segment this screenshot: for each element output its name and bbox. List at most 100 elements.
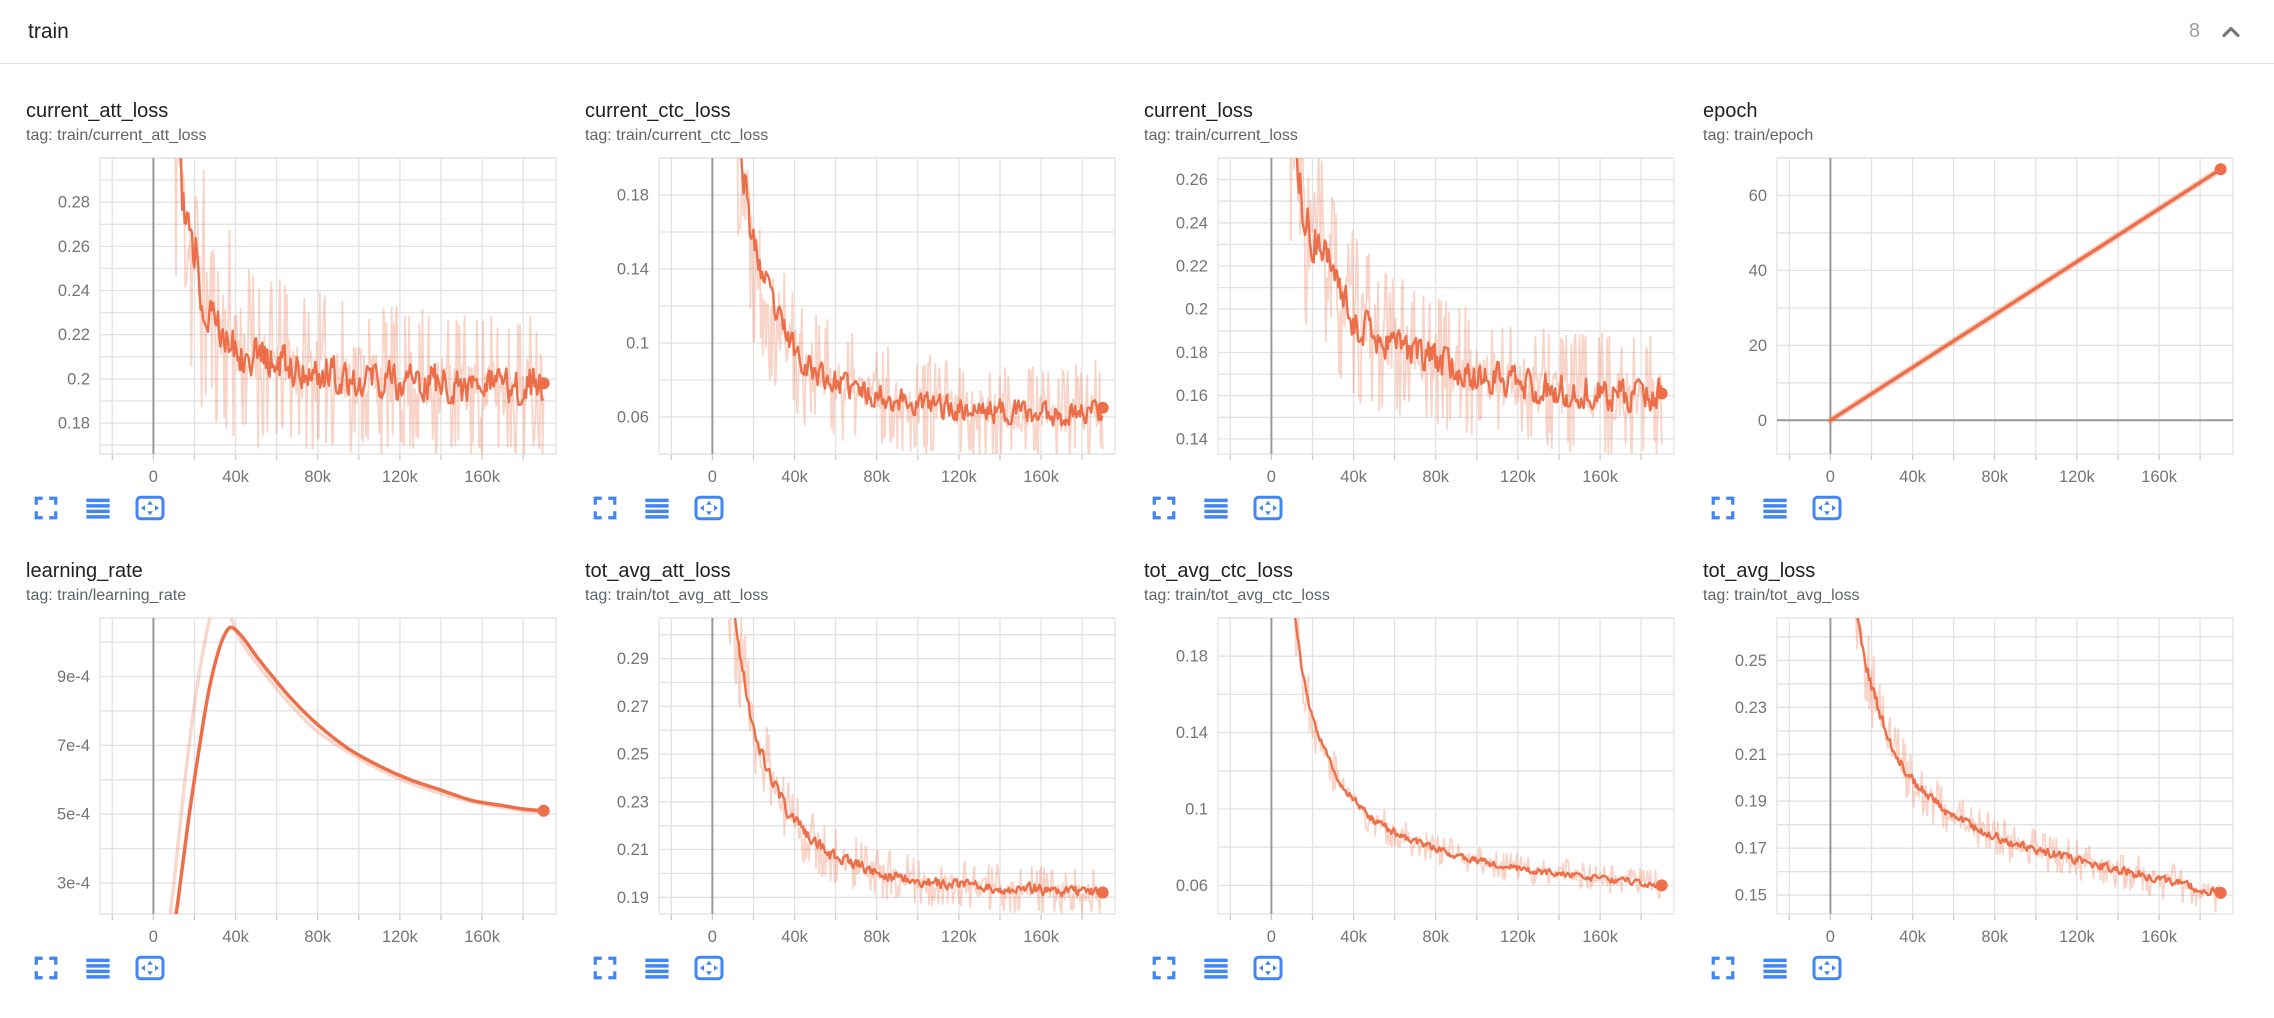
data-table-button[interactable] [82, 492, 114, 524]
chart-title: learning_rate [26, 560, 143, 582]
line-chart[interactable]: 0.25 0.23 0.21 0.19 0.17 0.15 0 40k 80k 120k 160k [1703, 614, 2237, 948]
data-table-button[interactable] [641, 952, 673, 984]
expand-card-icon [1711, 496, 1735, 520]
svg-text:0.14: 0.14 [1176, 430, 1208, 448]
expand-card-button[interactable] [30, 492, 62, 524]
svg-text:0: 0 [1267, 928, 1276, 946]
chart-tag: tag: train/current_att_loss [26, 127, 207, 144]
svg-text:0.25: 0.25 [617, 746, 649, 764]
fit-domain-icon [694, 955, 724, 981]
scalar-chart-card: tot_avg_att_loss tag: train/tot_avg_att_… [585, 558, 1129, 984]
svg-text:40k: 40k [1340, 468, 1367, 486]
run-section-controls: 8 [2189, 15, 2248, 49]
data-table-button[interactable] [1759, 492, 1791, 524]
fit-domain-button[interactable] [1811, 952, 1843, 984]
chart-tag: tag: train/tot_avg_ctc_loss [1144, 587, 1330, 604]
fit-domain-button[interactable] [1252, 952, 1284, 984]
line-chart[interactable]: 0.29 0.27 0.25 0.23 0.21 0.19 0 40k 80k 120k 160k [585, 614, 1119, 948]
svg-text:0.19: 0.19 [617, 889, 649, 907]
chart-title: current_loss [1144, 100, 1253, 122]
line-chart[interactable]: 0.18 0.14 0.1 0.06 0 40k 80k 120k 160k [585, 154, 1119, 488]
svg-text:160k: 160k [1023, 928, 1060, 946]
svg-text:0: 0 [149, 468, 158, 486]
svg-text:0.18: 0.18 [58, 415, 90, 433]
svg-text:0.23: 0.23 [1735, 699, 1767, 717]
fit-domain-button[interactable] [1252, 492, 1284, 524]
svg-text:0.06: 0.06 [617, 409, 649, 427]
svg-text:0.24: 0.24 [1176, 214, 1208, 232]
expand-card-icon [1152, 496, 1176, 520]
chart-toolbar [585, 492, 1129, 524]
svg-text:120k: 120k [382, 928, 419, 946]
svg-text:160k: 160k [2141, 928, 2178, 946]
svg-text:0.2: 0.2 [67, 370, 90, 388]
data-table-icon [86, 498, 110, 519]
fit-domain-icon [1253, 495, 1283, 521]
svg-text:0.23: 0.23 [617, 793, 649, 811]
svg-text:0.25: 0.25 [1735, 652, 1767, 670]
svg-text:0.19: 0.19 [1735, 793, 1767, 811]
line-chart[interactable]: 0.28 0.26 0.24 0.22 0.2 0.18 0 40k 80k 120k 160k [26, 154, 560, 488]
expand-card-button[interactable] [30, 952, 62, 984]
data-table-button[interactable] [1200, 952, 1232, 984]
fit-domain-icon [1812, 955, 1842, 981]
chevron-up-icon [2222, 26, 2240, 37]
expand-card-button[interactable] [1707, 492, 1739, 524]
svg-text:40k: 40k [1899, 468, 1926, 486]
expand-card-button[interactable] [1148, 952, 1180, 984]
data-table-button[interactable] [82, 952, 114, 984]
svg-text:40k: 40k [781, 468, 808, 486]
svg-text:80k: 80k [1981, 928, 2008, 946]
scalar-chart-card: epoch tag: train/epoch 60 40 20 0 0 40k 80k 120… [1703, 98, 2247, 524]
svg-text:0: 0 [149, 928, 158, 946]
expand-card-icon [593, 956, 617, 980]
fit-domain-icon [694, 495, 724, 521]
fit-domain-icon [1253, 955, 1283, 981]
svg-text:160k: 160k [2141, 468, 2178, 486]
expand-card-button[interactable] [589, 492, 621, 524]
scalar-chart-card: tot_avg_loss tag: train/tot_avg_loss 0.2… [1703, 558, 2247, 984]
svg-text:80k: 80k [863, 468, 890, 486]
line-chart[interactable]: 60 40 20 0 0 40k 80k 120k 160k [1703, 154, 2237, 488]
chart-title: tot_avg_att_loss [585, 560, 731, 582]
svg-text:160k: 160k [1023, 468, 1060, 486]
svg-text:0.17: 0.17 [1735, 840, 1767, 858]
chart-tag: tag: train/current_ctc_loss [585, 127, 769, 144]
svg-text:80k: 80k [1422, 928, 1449, 946]
expand-card-button[interactable] [1148, 492, 1180, 524]
expand-card-button[interactable] [589, 952, 621, 984]
svg-text:0: 0 [1826, 928, 1835, 946]
scalar-chart-card: current_ctc_loss tag: train/current_ctc_… [585, 98, 1129, 524]
fit-domain-button[interactable] [134, 492, 166, 524]
data-table-button[interactable] [641, 492, 673, 524]
data-table-button[interactable] [1759, 952, 1791, 984]
scalar-chart-card: tot_avg_ctc_loss tag: train/tot_avg_ctc_… [1144, 558, 1688, 984]
expand-card-icon [1711, 956, 1735, 980]
svg-text:80k: 80k [304, 468, 331, 486]
svg-text:120k: 120k [941, 468, 978, 486]
fit-domain-button[interactable] [693, 492, 725, 524]
fit-domain-icon [1812, 495, 1842, 521]
svg-text:80k: 80k [1422, 468, 1449, 486]
line-chart[interactable]: 0.26 0.24 0.22 0.2 0.18 0.16 0.14 0 40k 80k 120k 16… [1144, 154, 1678, 488]
line-chart[interactable]: 0.18 0.14 0.1 0.06 0 40k 80k 120k 160k [1144, 614, 1678, 948]
svg-text:0.28: 0.28 [58, 194, 90, 212]
scalar-chart-card: current_att_loss tag: train/current_att_… [26, 98, 570, 524]
collapse-section-button[interactable] [2214, 15, 2248, 49]
data-table-button[interactable] [1200, 492, 1232, 524]
chart-tag: tag: train/tot_avg_loss [1703, 587, 1860, 604]
line-chart[interactable]: 9e-4 7e-4 5e-4 3e-4 0 40k 80k 120k 160k [26, 614, 560, 948]
fit-domain-button[interactable] [693, 952, 725, 984]
svg-text:5e-4: 5e-4 [57, 806, 90, 824]
svg-text:0.06: 0.06 [1176, 877, 1208, 895]
data-table-icon [1763, 498, 1787, 519]
svg-text:3e-4: 3e-4 [57, 875, 90, 893]
fit-domain-button[interactable] [134, 952, 166, 984]
data-table-icon [645, 958, 669, 979]
svg-text:0.16: 0.16 [1176, 387, 1208, 405]
expand-card-button[interactable] [1707, 952, 1739, 984]
fit-domain-button[interactable] [1811, 492, 1843, 524]
svg-text:0.18: 0.18 [1176, 648, 1208, 666]
expand-card-icon [1152, 956, 1176, 980]
svg-text:0: 0 [1758, 412, 1767, 430]
